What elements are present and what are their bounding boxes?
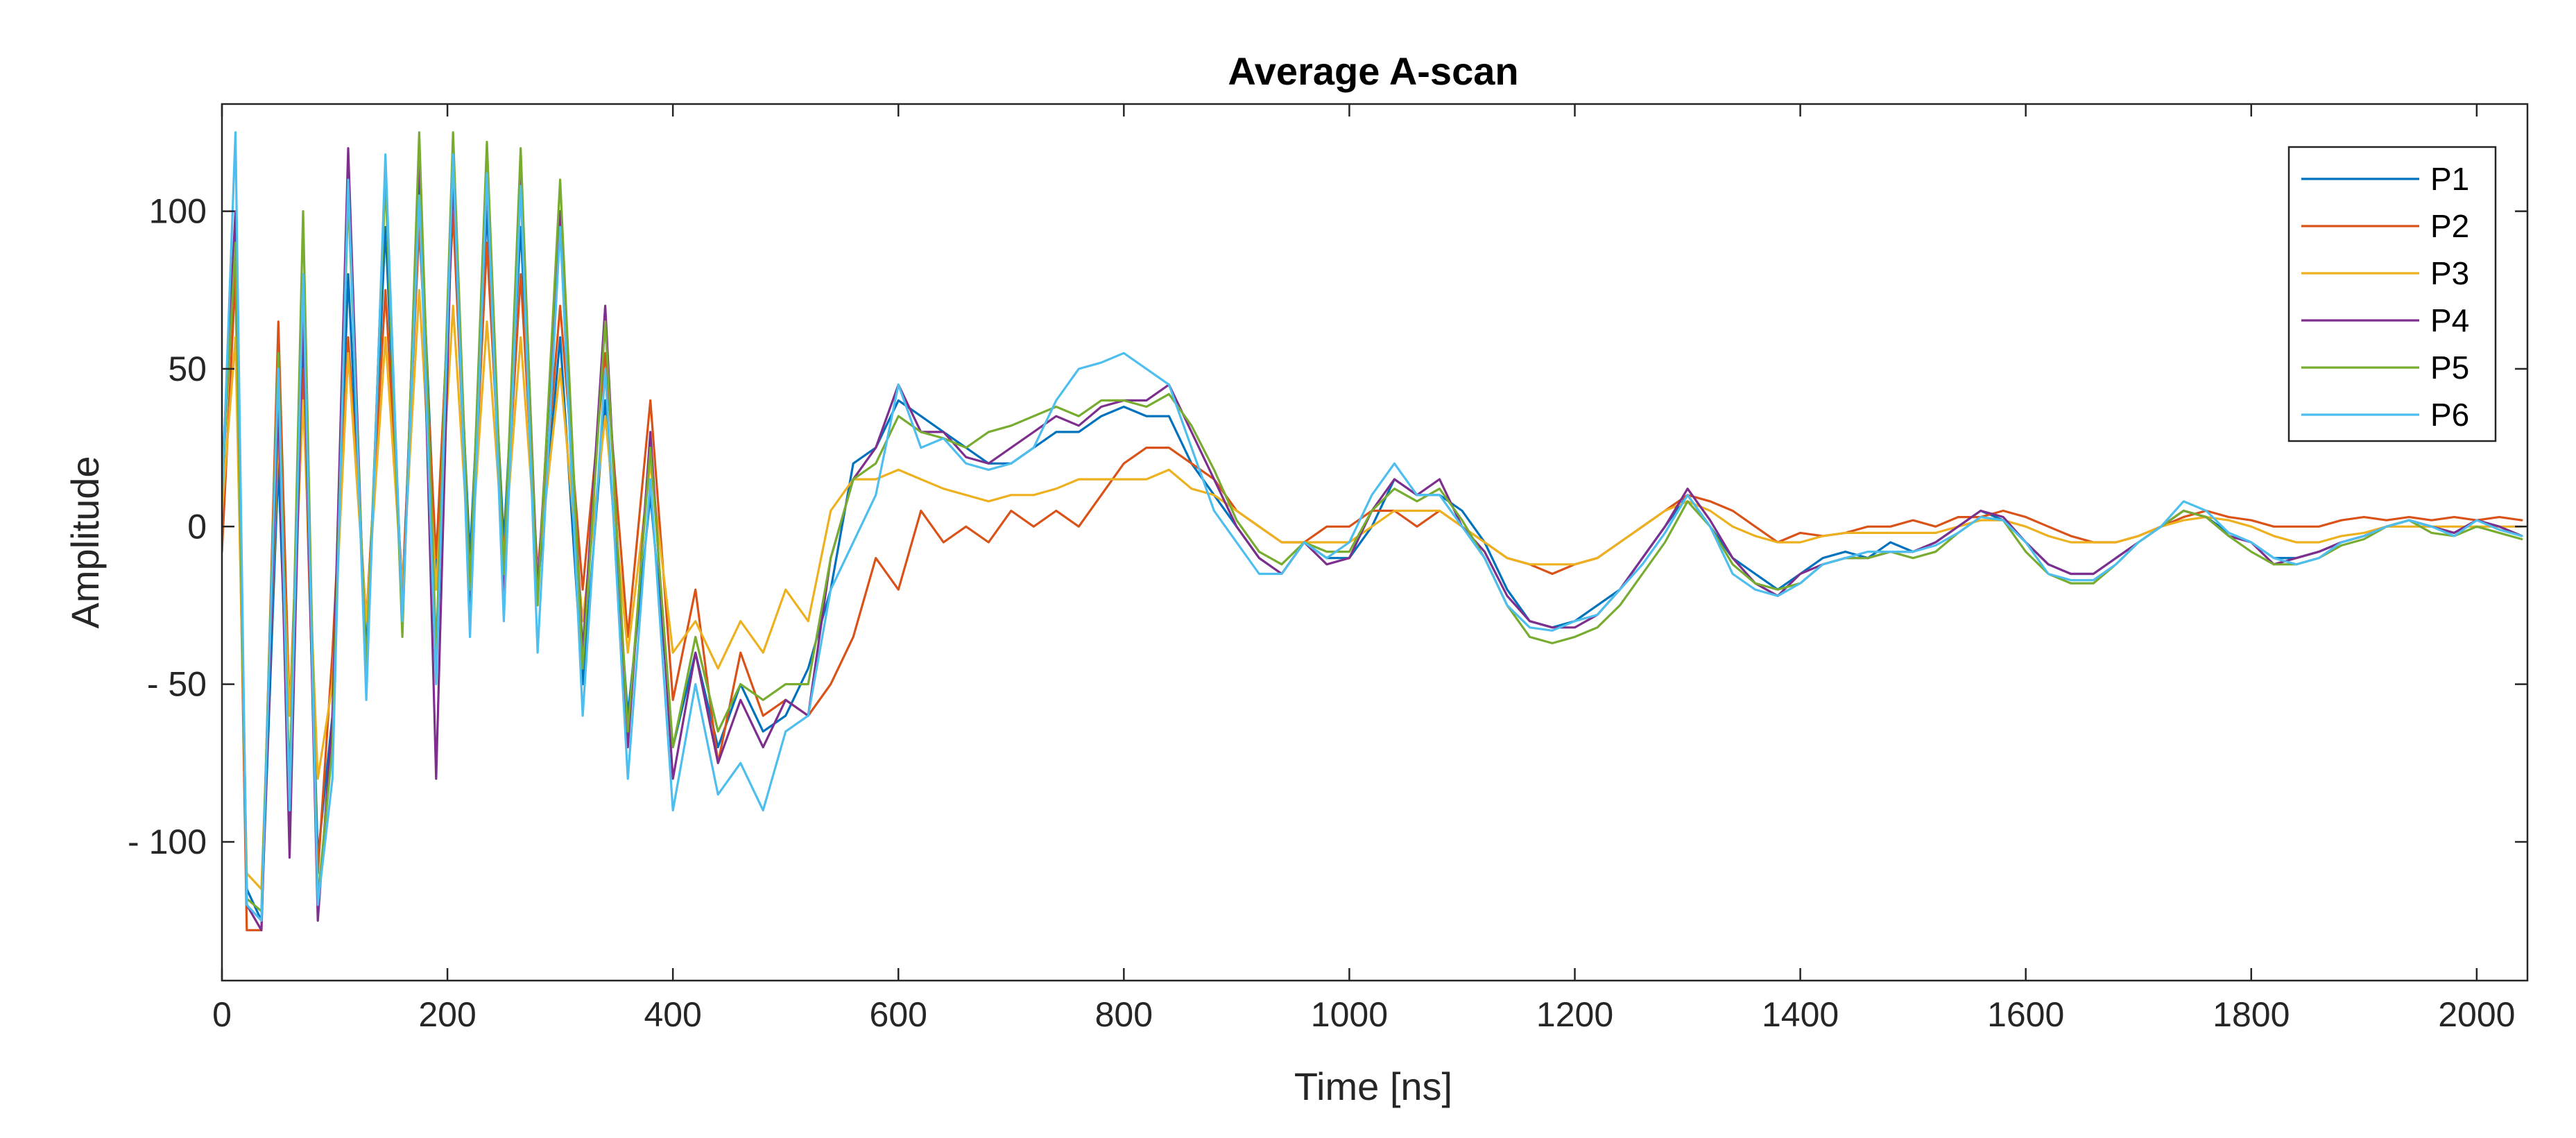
series-line-p6 — [222, 131, 2523, 922]
y-axis-label: Amplitude — [63, 456, 107, 628]
x-axis-ticks: 0 200 400 600 800 1000 1200 1400 1600 1800 2000 — [212, 104, 2515, 1034]
x-tick-label: 800 — [1095, 995, 1153, 1034]
y-tick-label: 0 — [187, 507, 207, 546]
y-tick-label: - 50 — [147, 665, 207, 704]
x-tick-label: 2000 — [2438, 995, 2515, 1034]
y-axis-ticks: - 100 - 50 0 50 100 — [128, 192, 2527, 861]
legend-label-p1: P1 — [2430, 161, 2469, 197]
y-tick-label: - 100 — [128, 822, 207, 861]
legend-label-p6: P6 — [2430, 397, 2469, 433]
y-tick-label: 100 — [149, 192, 207, 231]
x-tick-label: 1000 — [1311, 995, 1388, 1034]
chart-title: Average A-scan — [1228, 49, 1518, 93]
legend-entries: P1 P2 P3 P4 P5 P6 — [2301, 161, 2469, 433]
x-tick-label: 1800 — [2213, 995, 2290, 1034]
x-tick-label: 400 — [644, 995, 701, 1034]
legend-label-p3: P3 — [2430, 255, 2469, 291]
plot-frame — [221, 103, 2529, 982]
series-layer — [222, 131, 2523, 931]
x-tick-label: 0 — [212, 995, 232, 1034]
x-tick-label: 600 — [870, 995, 927, 1034]
legend-label-p2: P2 — [2430, 208, 2469, 244]
x-tick-label: 200 — [418, 995, 476, 1034]
x-axis-label: Time [ns] — [1294, 1064, 1452, 1108]
x-tick-label: 1400 — [1762, 995, 1839, 1034]
y-tick-label: 50 — [168, 350, 207, 388]
x-tick-label: 1200 — [1536, 995, 1613, 1034]
legend-label-p4: P4 — [2430, 302, 2469, 338]
legend: P1 P2 P3 P4 P5 P6 — [2287, 146, 2497, 442]
legend-box — [2287, 146, 2497, 442]
legend-label-p5: P5 — [2430, 350, 2469, 386]
x-tick-label: 1600 — [1987, 995, 2064, 1034]
